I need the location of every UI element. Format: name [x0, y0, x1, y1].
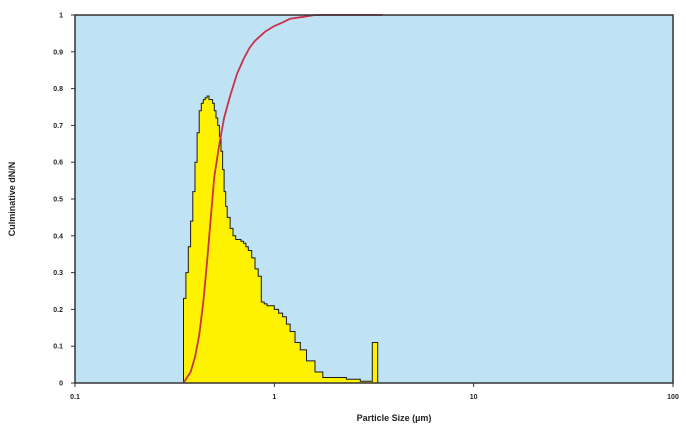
y-axis: 0 0.1 0.2 0.3 0.4 0.5 0.6 0.7 0.8 0.9 1 [53, 13, 75, 388]
x-tick-label: 10 [470, 394, 478, 401]
y-tick-label: 0.8 [53, 86, 63, 93]
y-tick-label: 0.2 [53, 307, 63, 314]
y-tick-label: 0.3 [53, 270, 63, 277]
x-axis: 0.1 1 10 100 [70, 383, 679, 401]
y-tick-label: 0 [59, 381, 63, 388]
y-tick-label: 0.7 [53, 123, 63, 130]
histogram-series [183, 95, 379, 384]
x-axis-title: Particle Size (µm) [357, 413, 432, 423]
x-tick-label: 1 [272, 394, 276, 401]
y-tick-label: 1 [59, 13, 63, 20]
histogram-area [183, 95, 379, 384]
x-tick-label: 100 [667, 394, 679, 401]
y-tick-label: 0.5 [53, 197, 63, 204]
x-tick-label: 0.1 [70, 394, 80, 401]
y-axis-title: Culminative dN/N [7, 162, 17, 237]
plot-area [75, 15, 673, 383]
y-tick-label: 0.6 [53, 160, 63, 167]
y-tick-label: 0.4 [53, 233, 63, 240]
y-tick-label: 0.1 [53, 344, 63, 351]
y-tick-label: 0.9 [53, 49, 63, 56]
